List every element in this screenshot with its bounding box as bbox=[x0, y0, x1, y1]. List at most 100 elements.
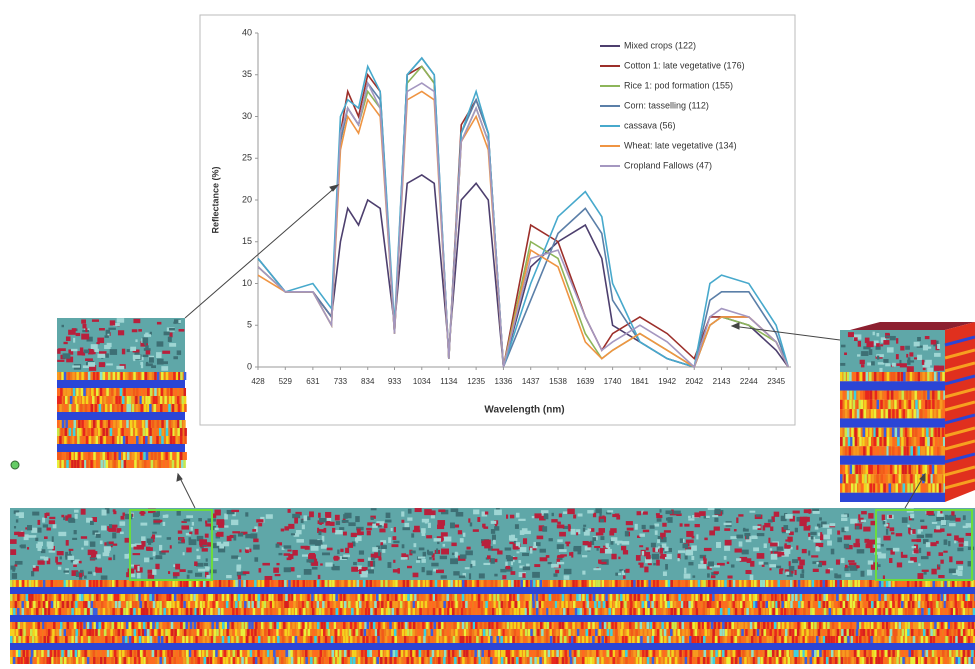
image-pixel bbox=[750, 575, 754, 581]
band-pixel bbox=[858, 465, 861, 474]
image-pixel bbox=[485, 511, 488, 514]
image-pixel bbox=[49, 520, 55, 524]
image-pixel bbox=[63, 353, 71, 358]
image-pixel bbox=[320, 563, 323, 565]
image-pixel bbox=[428, 523, 431, 528]
image-pixel bbox=[81, 319, 86, 323]
band-pixel bbox=[82, 657, 85, 664]
band-pixel bbox=[525, 629, 528, 636]
band-pixel bbox=[211, 636, 214, 643]
image-pixel bbox=[925, 360, 932, 366]
image-pixel bbox=[739, 541, 743, 546]
band-pixel bbox=[863, 428, 866, 437]
band-pixel bbox=[856, 629, 859, 636]
band-pixel bbox=[559, 657, 562, 664]
image-pixel bbox=[618, 573, 621, 575]
band-pixel bbox=[63, 622, 65, 629]
band-pixel bbox=[771, 594, 774, 601]
band-pixel bbox=[128, 436, 130, 444]
band-pixel bbox=[123, 372, 126, 380]
band-pixel bbox=[359, 601, 362, 608]
band bbox=[840, 418, 945, 427]
band-pixel bbox=[962, 657, 965, 664]
band-pixel bbox=[850, 622, 853, 629]
band-pixel bbox=[902, 594, 905, 601]
image-pixel bbox=[883, 521, 886, 524]
band-pixel bbox=[850, 601, 853, 608]
band-pixel bbox=[960, 636, 963, 643]
band-pixel bbox=[75, 636, 78, 643]
band-pixel bbox=[77, 594, 80, 601]
band-pixel bbox=[121, 622, 124, 629]
band-pixel bbox=[150, 608, 153, 615]
band bbox=[10, 643, 975, 650]
band-pixel bbox=[477, 608, 480, 615]
band-pixel bbox=[617, 608, 620, 615]
band-pixel bbox=[106, 388, 109, 396]
legend-label: Cropland Fallows (47) bbox=[624, 160, 712, 170]
band-pixel bbox=[381, 608, 384, 615]
band-pixel bbox=[89, 580, 92, 587]
band-pixel bbox=[117, 372, 120, 380]
band-pixel bbox=[536, 608, 539, 615]
image-pixel bbox=[819, 517, 822, 520]
band-pixel bbox=[831, 650, 834, 657]
band-pixel bbox=[806, 594, 809, 601]
band-pixel bbox=[954, 629, 957, 636]
image-pixel bbox=[309, 511, 314, 517]
image-pixel bbox=[576, 532, 578, 535]
band-pixel bbox=[892, 650, 895, 657]
band-pixel bbox=[704, 622, 707, 629]
band-pixel bbox=[157, 657, 160, 664]
band-pixel bbox=[210, 608, 213, 615]
image-pixel bbox=[186, 515, 193, 518]
image-pixel bbox=[456, 512, 464, 517]
band-pixel bbox=[59, 608, 62, 615]
band-pixel bbox=[497, 650, 500, 657]
band-pixel bbox=[645, 601, 648, 608]
image-pixel bbox=[812, 509, 819, 511]
band-pixel bbox=[271, 594, 274, 601]
band-pixel bbox=[429, 608, 432, 615]
image-pixel bbox=[10, 539, 17, 544]
image-pixel bbox=[371, 557, 375, 560]
band-pixel bbox=[802, 594, 805, 601]
band-pixel bbox=[154, 428, 157, 436]
band-pixel bbox=[201, 608, 204, 615]
band-pixel bbox=[262, 580, 265, 587]
band-pixel bbox=[440, 636, 443, 643]
x-tick-label: 1841 bbox=[631, 377, 649, 386]
band-pixel bbox=[901, 437, 904, 446]
band-pixel bbox=[222, 622, 225, 629]
band-pixel bbox=[365, 657, 368, 664]
band-pixel bbox=[535, 636, 538, 643]
band-pixel bbox=[746, 601, 749, 608]
image-pixel bbox=[188, 570, 193, 573]
image-pixel bbox=[394, 527, 396, 532]
band-pixel bbox=[909, 391, 912, 400]
band-pixel bbox=[96, 580, 99, 587]
band-pixel bbox=[822, 601, 825, 608]
band-pixel bbox=[31, 594, 34, 601]
band-pixel bbox=[718, 622, 721, 629]
image-pixel bbox=[662, 543, 667, 547]
band-pixel bbox=[805, 580, 808, 587]
band-pixel bbox=[450, 594, 453, 601]
band-pixel bbox=[550, 580, 553, 587]
band-pixel bbox=[954, 594, 957, 601]
band-pixel bbox=[21, 601, 24, 608]
band-pixel bbox=[738, 622, 741, 629]
band-pixel bbox=[914, 437, 917, 446]
band-pixel bbox=[20, 657, 23, 664]
image-pixel bbox=[735, 548, 742, 552]
band-pixel bbox=[618, 629, 621, 636]
image-pixel bbox=[368, 569, 374, 573]
image-pixel bbox=[80, 347, 83, 353]
band-pixel bbox=[961, 601, 964, 608]
image-pixel bbox=[588, 528, 592, 531]
image-pixel bbox=[239, 549, 241, 552]
image-pixel bbox=[90, 521, 94, 525]
band-pixel bbox=[303, 608, 306, 615]
band-pixel bbox=[477, 629, 480, 636]
band-pixel bbox=[867, 608, 870, 615]
